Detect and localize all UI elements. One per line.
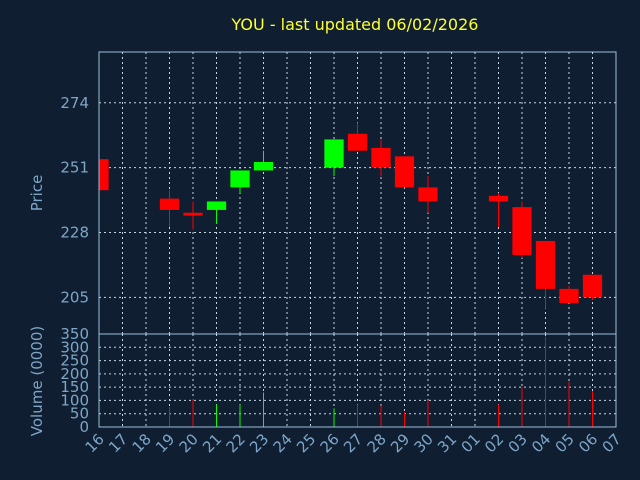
candle-body	[559, 288, 579, 303]
chart-title: YOU - last updated 06/02/2026	[231, 15, 479, 34]
x-tick-label: 02	[481, 430, 507, 456]
x-tick-label: 17	[105, 430, 131, 456]
candle-body	[324, 139, 344, 168]
volume-panel-frame	[98, 333, 617, 428]
x-tick-label: 03	[505, 430, 531, 456]
x-tick-label: 21	[199, 430, 225, 456]
x-tick-label: 27	[340, 430, 366, 456]
candle-body	[512, 207, 532, 256]
x-tick-label: 01	[458, 430, 484, 456]
x-axis-label: Day	[333, 457, 363, 475]
candle-body	[347, 133, 368, 151]
candle-body	[253, 161, 274, 171]
candle-body	[99, 159, 109, 191]
candle-body	[418, 187, 438, 202]
volume-tick-label: 100	[60, 391, 89, 409]
x-tick-label: 26	[317, 430, 343, 456]
candle-body	[488, 195, 509, 202]
grid-layer	[99, 52, 616, 427]
x-tick-label: 25	[293, 430, 319, 456]
candle-body	[183, 212, 203, 216]
x-tick-label: 19	[152, 430, 178, 456]
x-tick-label: 06	[575, 430, 601, 456]
candle-body	[394, 156, 415, 188]
candle-body	[535, 240, 556, 289]
volume-tick-label: 150	[60, 378, 89, 396]
volume-tick-label: 250	[60, 352, 89, 370]
volume-tick-label: 50	[70, 405, 89, 423]
volume-tick-label: 200	[60, 365, 89, 383]
x-tick-label: 28	[364, 430, 390, 456]
volume-axis-label: Volume (0000)	[28, 326, 46, 436]
x-tick-label: 18	[129, 430, 155, 456]
x-tick-label: 05	[552, 430, 578, 456]
price-tick-label: 205	[60, 288, 89, 306]
candle-body	[206, 201, 227, 210]
candle-body	[371, 147, 391, 168]
volume-tick-label: 350	[60, 325, 89, 343]
price-axis-label: Price	[28, 175, 46, 212]
candle-body	[582, 274, 603, 298]
x-tick-label: 31	[434, 430, 460, 456]
price-tick-label: 251	[60, 159, 89, 177]
volume-tick-label: 0	[79, 418, 89, 436]
x-tick-label: 07	[599, 430, 625, 456]
x-tick-label: 20	[176, 430, 202, 456]
volume-tick-label: 300	[60, 338, 89, 356]
price-tick-label: 228	[60, 223, 89, 241]
volume-bars	[98, 336, 593, 427]
candle-body	[230, 170, 250, 188]
x-tick-label: 30	[411, 430, 437, 456]
price-tick-label: 274	[60, 94, 89, 112]
x-tick-label: 24	[270, 430, 296, 456]
x-tick-label: 04	[528, 430, 554, 456]
x-tick-label: 23	[246, 430, 272, 456]
x-tick-label: 29	[387, 430, 413, 456]
x-tick-label: 22	[223, 430, 249, 456]
candle-body	[159, 198, 180, 210]
candles	[98, 122, 603, 309]
